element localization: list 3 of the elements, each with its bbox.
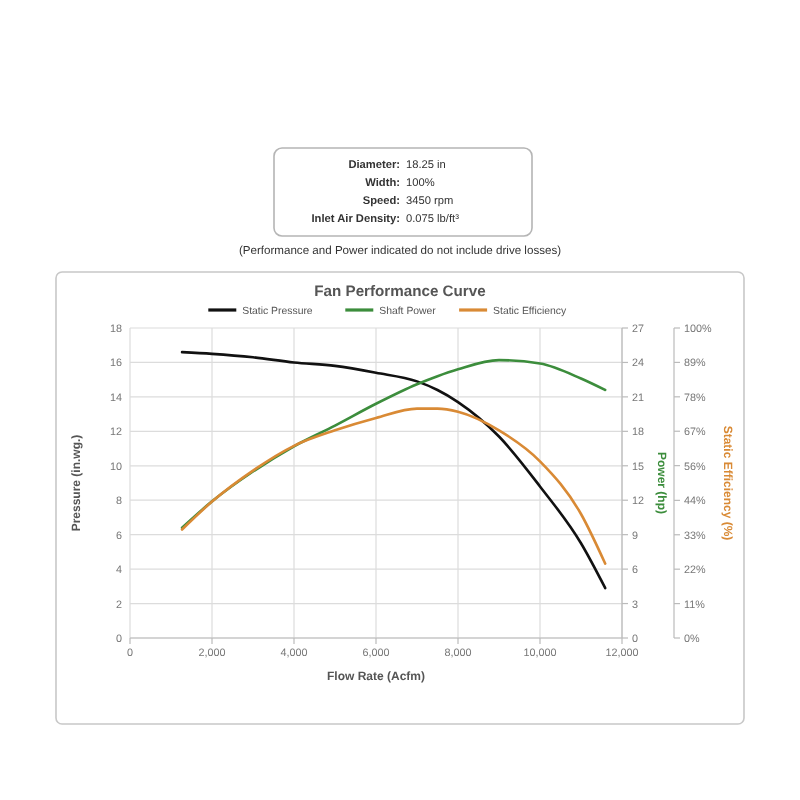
line-series: [180, 407, 607, 565]
line-series: [180, 358, 607, 530]
line-series: [180, 350, 607, 590]
